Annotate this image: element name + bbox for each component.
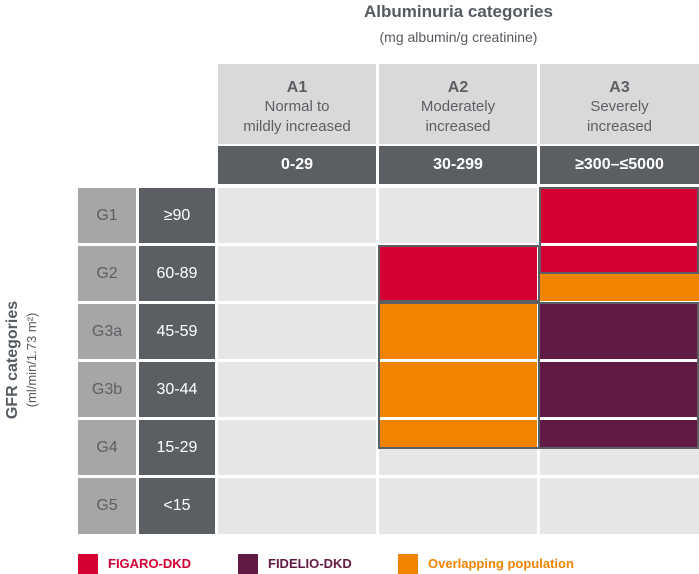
cell-g4-a3-rest [540,447,699,475]
row-range-g3a: 45-59 [139,304,215,359]
column-desc: Normal to [264,98,330,115]
column-range-a3: ≥300–≤5000 [540,146,699,184]
row-range-g3b: 30-44 [139,362,215,417]
column-desc: Severely [590,98,649,115]
column-code: A3 [609,79,630,96]
cell-g3b-a3-fidelio [540,362,699,417]
column-code: A2 [447,79,469,96]
gfr-title: GFR categories [4,300,21,420]
column-desc: increased [425,118,491,135]
cell-g4-a3-fidelio [540,420,699,447]
gfr-subtitle: (ml/min/1.73 m²) [24,312,39,408]
row-range-g2: 60-89 [139,246,215,301]
column-header-a3: A3 Severely increased [540,64,699,144]
cell-g4-a1 [218,420,376,475]
legend-swatch-overlap [398,554,418,574]
cell-g5-a3 [540,478,699,534]
cell-g2-a1 [218,246,376,301]
cell-g3a-a1 [218,304,376,359]
cell-g2-a3-overlap [540,274,699,301]
column-range-a2: 30-299 [379,146,537,184]
legend-swatch-figaro [78,554,98,574]
cell-g3a-a2-overlap [379,304,537,359]
cell-g1-a3-figaro [540,188,699,243]
cell-g4-a2-overlap [379,420,537,447]
cell-g3b-a2-overlap [379,362,537,417]
column-desc: mildly increased [243,118,351,135]
row-code-g4: G4 [78,420,136,475]
albuminuria-subtitle: (mg albumin/g creatinine) [379,29,538,45]
cell-g3a-a3-fidelio [540,304,699,359]
column-code: A1 [286,79,308,96]
cell-g5-a2 [379,478,537,534]
legend-label-overlap: Overlapping population [428,556,574,571]
column-desc: Moderately [420,98,496,115]
row-code-g1: G1 [78,188,136,243]
cell-g1-a2 [379,188,537,243]
legend-label-figaro: FIGARO-DKD [108,556,192,571]
row-code-g5: G5 [78,478,136,534]
row-range-g1: ≥90 [139,188,215,243]
albuminuria-title: Albuminuria categories [364,2,553,21]
row-range-g4: 15-29 [139,420,215,475]
column-range-a1: 0-29 [218,146,376,184]
row-code-g2: G2 [78,246,136,301]
cell-g3b-a1 [218,362,376,417]
legend-label-fidelio: FIDELIO-DKD [268,556,352,571]
column-header-a1: A1 Normal to mildly increased [218,64,376,144]
cell-g1-a1 [218,188,376,243]
cell-g4-a2-rest [379,447,537,475]
column-header-a2: A2 Moderately increased [379,64,537,144]
cell-g2-a2-figaro [379,246,537,301]
row-range-g5: <15 [139,478,215,534]
cell-g5-a1 [218,478,376,534]
column-desc: increased [586,118,653,135]
legend-swatch-fidelio [238,554,258,574]
cell-g2-a3-figaro [540,246,699,272]
row-code-g3b: G3b [78,362,136,417]
row-code-g3a: G3a [78,304,136,359]
